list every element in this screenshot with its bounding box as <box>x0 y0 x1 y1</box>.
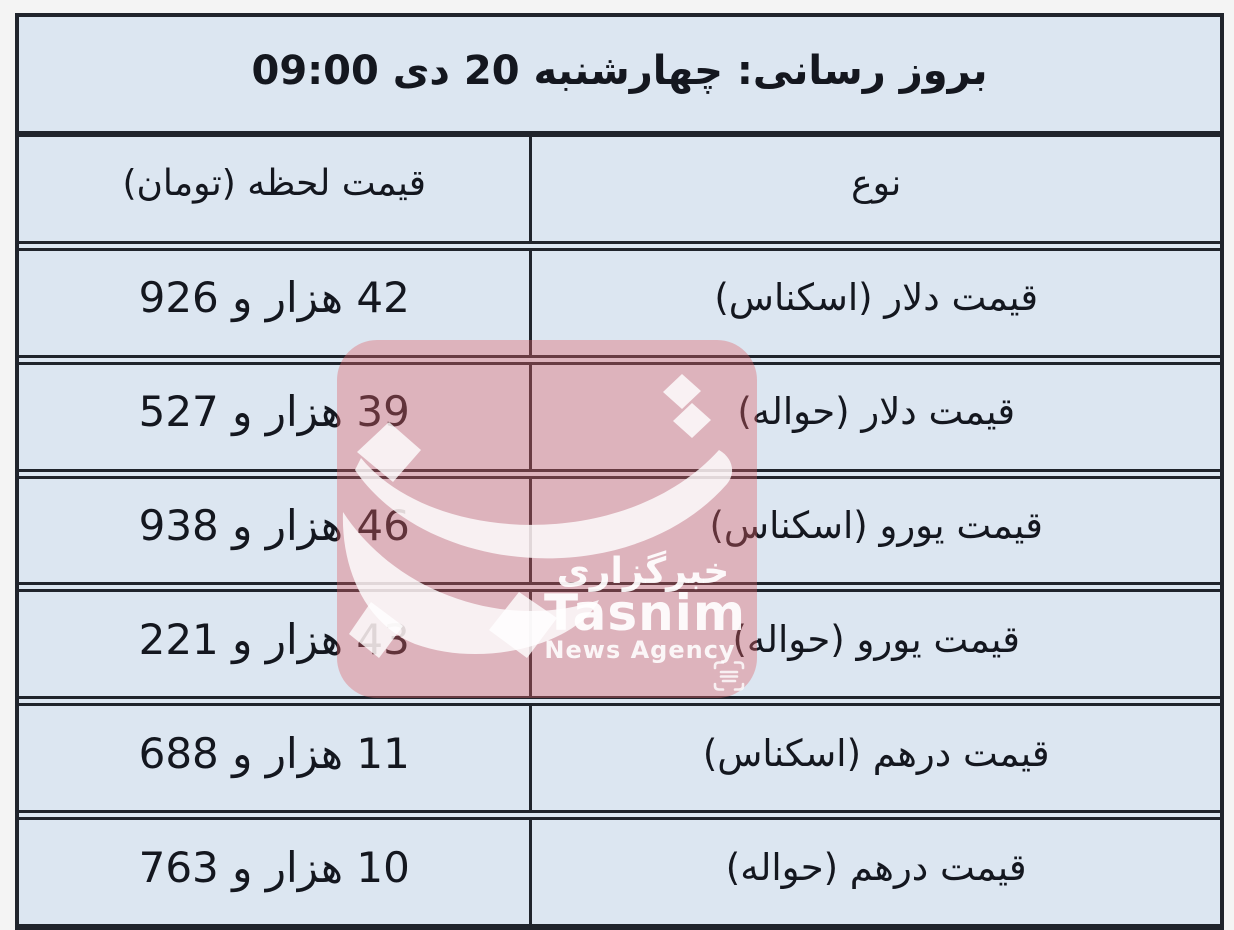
type-cell: قیمت درهم (حواله) <box>529 820 1220 925</box>
price-cell: 42 هزار و 926 <box>138 273 410 323</box>
type-cell: قیمت دلار (اسکناس) <box>529 250 1220 355</box>
price-cell: 46 هزار و 938 <box>138 501 410 550</box>
update-time-row: بروز رسانی: چهارشنبه 20 دی 09:00 <box>19 17 1220 131</box>
price-cell: 43 هزار و 221 <box>138 614 410 664</box>
currency-price-table: بروز رسانی: چهارشنبه 20 دی 09:00 قیمت لح… <box>15 13 1224 930</box>
type-cell: قیمت دلار (حواله) <box>529 364 1220 469</box>
price-cell: 11 هزار و 688 <box>138 728 410 778</box>
table-row: 10 هزار و 763 قیمت درهم (حواله) <box>19 810 1220 925</box>
table-row: 42 هزار و 926 قیمت دلار (اسکناس) <box>19 240 1220 355</box>
type-cell: قیمت یورو (حواله) <box>529 592 1220 697</box>
table-row: 39 هزار و 527 قیمت دلار (حواله) <box>19 354 1220 469</box>
update-time-text: بروز رسانی: چهارشنبه 20 دی 09:00 <box>251 48 988 94</box>
table-row: 43 هزار و 221 قیمت یورو (حواله) <box>19 582 1220 697</box>
price-cell: 39 هزار و 527 <box>138 387 410 437</box>
column-header-type: نوع <box>529 137 1220 241</box>
table-row: 11 هزار و 688 قیمت درهم (اسکناس) <box>19 696 1220 811</box>
type-cell: قیمت درهم (اسکناس) <box>529 706 1220 811</box>
table-row: 46 هزار و 938 قیمت یورو (اسکناس) <box>19 468 1220 583</box>
price-cell: 10 هزار و 763 <box>138 842 410 892</box>
type-cell: قیمت یورو (اسکناس) <box>529 478 1220 583</box>
column-header-price: قیمت لحظه (تومان) <box>122 163 426 205</box>
column-header-row: قیمت لحظه (تومان) نوع <box>19 131 1220 241</box>
